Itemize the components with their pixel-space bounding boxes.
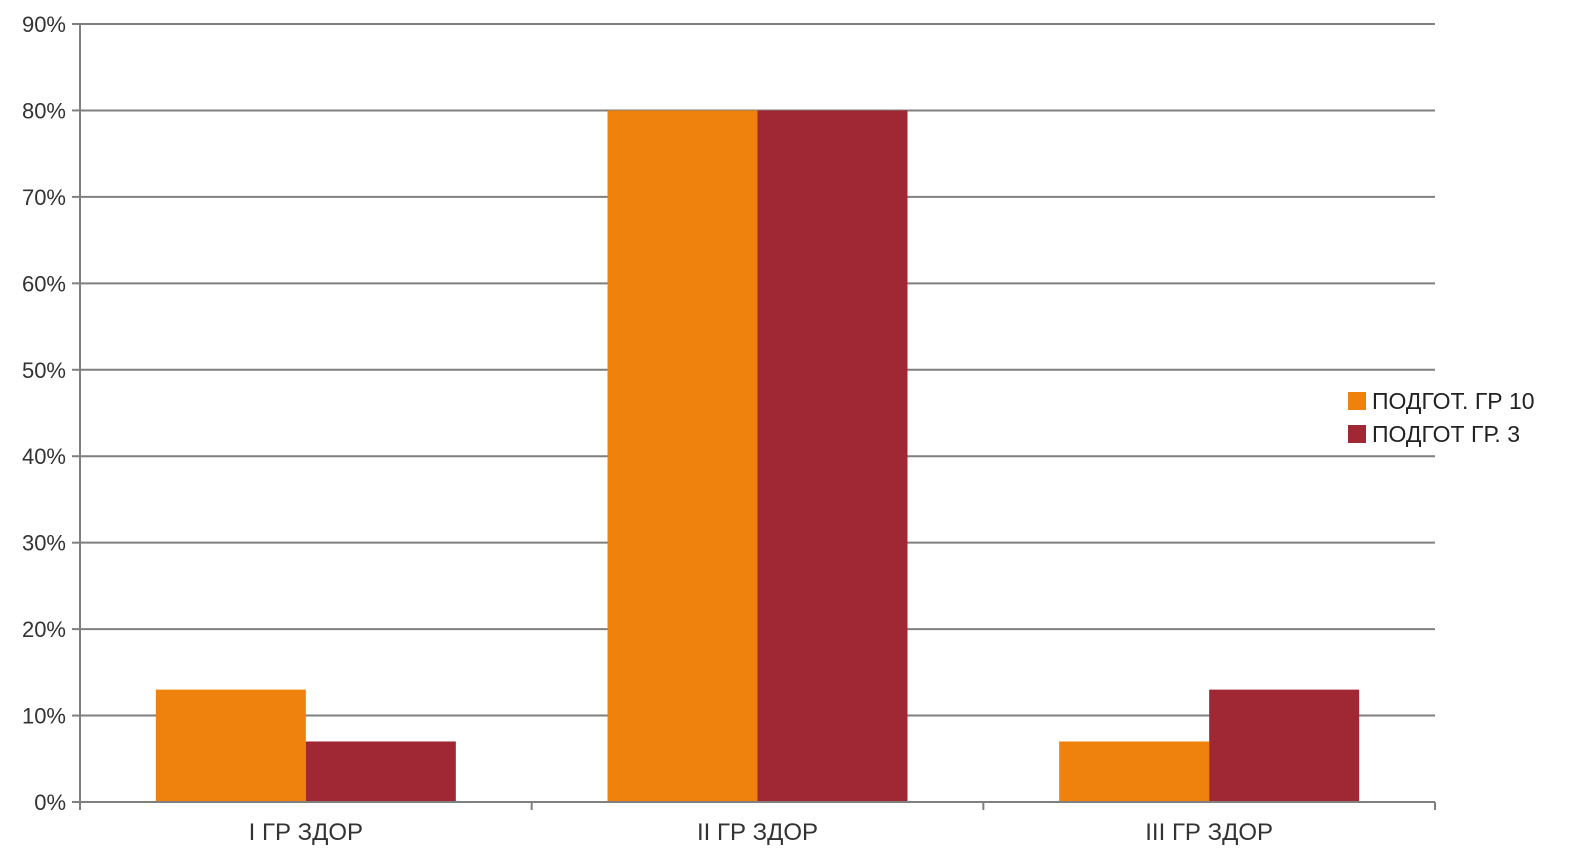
bar-3-series-2: [1209, 689, 1360, 802]
y-axis-tick-labels: 0% 10% 20% 30% 40% 50% 60% 70% 80% 90%: [22, 12, 80, 815]
y-tick-label: 10%: [22, 704, 66, 729]
y-tick-label: 90%: [22, 12, 66, 37]
axes: [79, 24, 1436, 810]
legend-label-1: ПОДГОТ. ГР 10: [1372, 388, 1535, 414]
bar-1-series-1: [155, 689, 306, 802]
bar-2-series-2: [757, 110, 908, 802]
y-tick-label: 40%: [22, 444, 66, 469]
x-category-label: III ГР ЗДОР: [1145, 819, 1273, 846]
legend-label-2: ПОДГОТ ГР. 3: [1372, 421, 1520, 447]
x-axis-category-labels: I ГР ЗДОР II ГР ЗДОР III ГР ЗДОР: [249, 819, 1273, 846]
legend-swatch-2: [1348, 425, 1366, 443]
y-tick-label: 20%: [22, 617, 66, 642]
y-tick-label: 60%: [22, 271, 66, 296]
y-tick-label: 50%: [22, 358, 66, 383]
bars: [155, 110, 1360, 802]
x-category-label: II ГР ЗДОР: [697, 819, 818, 846]
legend-swatch-1: [1348, 392, 1366, 410]
y-tick-label: 70%: [22, 185, 66, 210]
bar-3-series-1: [1059, 741, 1210, 802]
bar-2-series-1: [607, 110, 758, 802]
y-tick-label: 80%: [22, 98, 66, 123]
bar-1-series-2: [305, 741, 456, 802]
x-category-label: I ГР ЗДОР: [249, 819, 363, 846]
y-tick-label: 0%: [34, 790, 66, 815]
y-tick-label: 30%: [22, 531, 66, 556]
legend: ПОДГОТ. ГР 10 ПОДГОТ ГР. 3: [1348, 388, 1535, 447]
